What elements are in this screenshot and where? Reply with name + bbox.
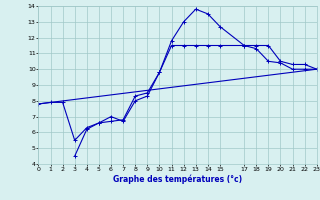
X-axis label: Graphe des températures (°c): Graphe des températures (°c) <box>113 175 242 184</box>
